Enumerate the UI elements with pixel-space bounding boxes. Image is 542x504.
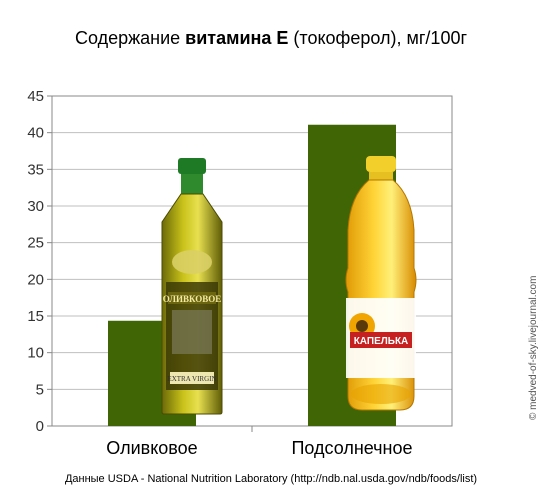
y-tick-label: 35 — [27, 161, 44, 178]
y-tick-label: 10 — [27, 345, 44, 362]
olive-bottle-image: ОЛИВКОВОЕ EXTRA VIRGIN — [161, 158, 223, 415]
olive-bottle-sublabel: EXTRA VIRGIN — [167, 375, 216, 383]
title-suffix: (токоферол), мг/100г — [288, 28, 468, 48]
x-category-label: Оливковое — [106, 438, 197, 458]
y-tick-label: 25 — [27, 235, 44, 252]
y-tick-label: 30 — [27, 198, 44, 215]
y-tick-label: 15 — [27, 308, 44, 325]
sunflower-bottle-label: КАПЕЛЬКА — [354, 336, 409, 347]
y-tick-label: 20 — [27, 271, 44, 288]
olive-bottle-label: ОЛИВКОВОЕ — [163, 294, 222, 304]
y-tick-label: 0 — [36, 418, 44, 435]
x-axis: Оливковое Подсолнечное — [106, 426, 413, 458]
y-tick-label: 45 — [27, 88, 44, 105]
source-note: Данные USDA - National Nutrition Laborat… — [64, 473, 478, 485]
x-category-label: Подсолнечное — [291, 438, 412, 458]
title-prefix: Содержание — [74, 28, 186, 48]
y-axis: 0 5 10 15 20 25 30 35 40 45 — [27, 88, 52, 435]
watermark: © medved-of-sky.livejournal.com — [528, 275, 539, 420]
title-bold: витамина Е — [185, 28, 289, 48]
chart-title: Содержание витамина Е (токоферол), мг/10… — [0, 28, 542, 49]
sunflower-bottle-image: КАПЕЛЬКА — [345, 156, 417, 411]
y-tick-label: 5 — [36, 381, 44, 398]
y-tick-label: 40 — [27, 125, 44, 142]
